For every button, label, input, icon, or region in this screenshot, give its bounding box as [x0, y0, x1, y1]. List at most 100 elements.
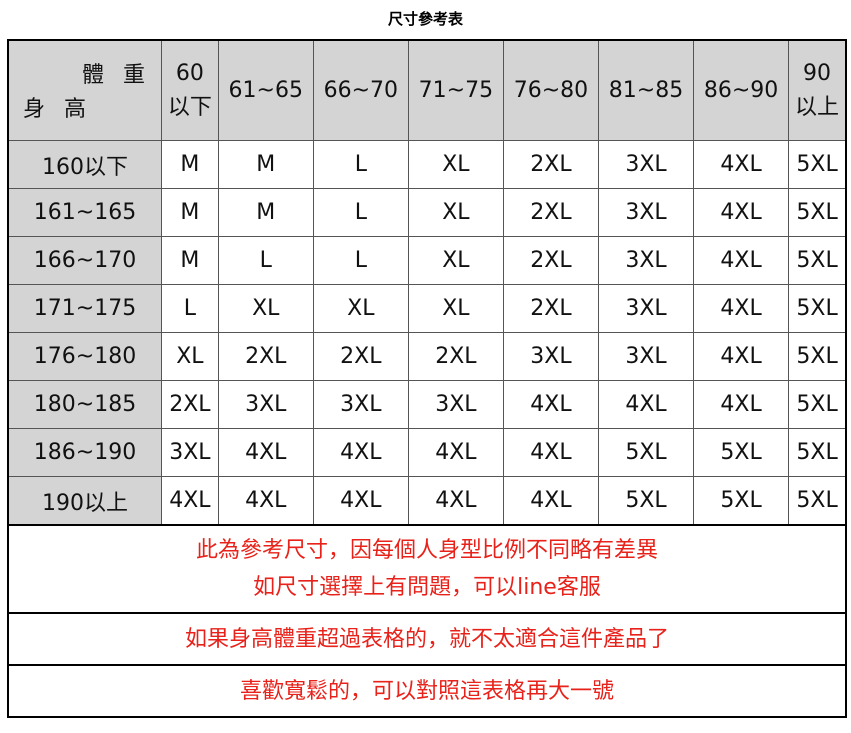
- height-row-header: 190以上: [7, 476, 162, 526]
- size-cell: 4XL: [693, 236, 790, 285]
- size-cell: 4XL: [693, 284, 790, 333]
- size-cell: XL: [217, 284, 314, 333]
- size-cell: XL: [407, 236, 504, 285]
- size-cell: 2XL: [312, 332, 409, 381]
- size-cell: 2XL: [502, 188, 599, 237]
- weight-column-label: 86~90: [703, 77, 779, 103]
- note-row: 此為參考尺寸，因每個人身型比例不同略有差異 如尺寸選擇上有問題，可以line客服: [7, 524, 847, 614]
- size-chart-table: 體 重身 高 60 以下 61~65 66~70 71~75 76~80 81~85 86~90…: [7, 39, 847, 718]
- page-title: 尺寸參考表: [387, 10, 463, 28]
- size-cell: L: [161, 284, 219, 333]
- size-cell: 4XL: [502, 428, 599, 477]
- size-cell: 3XL: [597, 236, 695, 285]
- size-cell: 5XL: [693, 428, 790, 477]
- header-row: 體 重身 高 60 以下 61~65 66~70 71~75 76~80 81~85 86~90…: [7, 39, 847, 141]
- height-row-header: 186~190: [7, 428, 162, 477]
- size-cell: 4XL: [502, 476, 599, 526]
- size-cell: 3XL: [597, 188, 695, 237]
- weight-column-label: 81~85: [608, 77, 684, 103]
- size-cell: 2XL: [407, 332, 504, 381]
- size-cell: L: [312, 236, 409, 285]
- size-cell: 4XL: [597, 380, 695, 429]
- weight-column-header: 81~85: [597, 39, 695, 141]
- weight-column-header: 76~80: [502, 39, 599, 141]
- size-cell: 2XL: [217, 332, 314, 381]
- size-cell: 5XL: [597, 476, 695, 526]
- size-cell: 4XL: [502, 380, 599, 429]
- size-cell: 3XL: [597, 140, 695, 189]
- size-cell: 3XL: [217, 380, 314, 429]
- size-cell: M: [161, 188, 219, 237]
- size-cell: L: [312, 188, 409, 237]
- size-cell: XL: [407, 284, 504, 333]
- table-row: 190以上 4XL 4XL 4XL 4XL 4XL 5XL 5XL 5XL: [7, 476, 847, 526]
- height-row-header: 161~165: [7, 188, 162, 237]
- size-cell: M: [161, 236, 219, 285]
- weight-label: 體 重: [82, 63, 151, 88]
- note-text: 如尺寸選擇上有問題，可以line客服: [253, 575, 601, 600]
- size-cell: 4XL: [693, 140, 790, 189]
- size-cell: 2XL: [161, 380, 219, 429]
- height-row-header: 160以下: [7, 140, 162, 189]
- weight-column-label: 71~75: [418, 77, 494, 103]
- height-label: 身 高: [23, 97, 92, 122]
- table-row: 180~185 2XL 3XL 3XL 3XL 4XL 4XL 4XL 5XL: [7, 380, 847, 429]
- size-cell: 2XL: [502, 236, 599, 285]
- weight-column-label: 66~70: [323, 77, 399, 103]
- note-cell: 如果身高體重超過表格的，就不太適合這件產品了: [7, 612, 847, 666]
- size-cell: 4XL: [312, 428, 409, 477]
- size-cell: 3XL: [161, 428, 219, 477]
- size-cell: 2XL: [502, 140, 599, 189]
- size-cell: 5XL: [788, 476, 847, 526]
- weight-column-label: 61~65: [228, 77, 303, 103]
- size-cell: L: [312, 140, 409, 189]
- size-cell: 3XL: [597, 284, 695, 333]
- note-row: 如果身高體重超過表格的，就不太適合這件產品了: [7, 612, 847, 666]
- table-row: 166~170 M L L XL 2XL 3XL 4XL 5XL: [7, 236, 847, 285]
- size-cell: 5XL: [597, 428, 695, 477]
- note-cell: 此為參考尺寸，因每個人身型比例不同略有差異 如尺寸選擇上有問題，可以line客服: [7, 524, 847, 614]
- height-row-header: 176~180: [7, 332, 162, 381]
- note-cell: 喜歡寬鬆的，可以對照這表格再大一號: [7, 664, 847, 718]
- size-cell: XL: [312, 284, 409, 333]
- size-cell: 5XL: [788, 236, 847, 285]
- size-cell: 5XL: [788, 332, 847, 381]
- corner-header-cell: 體 重身 高: [7, 39, 162, 141]
- size-cell: 4XL: [217, 476, 314, 526]
- size-cell: 3XL: [407, 380, 504, 429]
- table-row: 176~180 XL 2XL 2XL 2XL 3XL 3XL 4XL 5XL: [7, 332, 847, 381]
- height-row-header: 180~185: [7, 380, 162, 429]
- size-cell: 3XL: [312, 380, 409, 429]
- size-cell: 5XL: [788, 284, 847, 333]
- weight-column-header: 60 以下: [161, 39, 219, 141]
- note-text: 喜歡寬鬆的，可以對照這表格再大一號: [239, 678, 614, 704]
- weight-column-header: 66~70: [312, 39, 409, 141]
- weight-column-header: 71~75: [407, 39, 504, 141]
- size-cell: 4XL: [312, 476, 409, 526]
- table-row: 171~175 L XL XL XL 2XL 3XL 4XL 5XL: [7, 284, 847, 333]
- size-cell: 5XL: [693, 476, 790, 526]
- size-cell: 5XL: [788, 140, 847, 189]
- table-row: 160以下 M M L XL 2XL 3XL 4XL 5XL: [7, 140, 847, 189]
- height-row-header: 171~175: [7, 284, 162, 333]
- note-text: 此為參考尺寸，因每個人身型比例不同略有差異: [195, 538, 658, 563]
- weight-column-label: 90: [803, 60, 832, 86]
- size-cell: 4XL: [217, 428, 314, 477]
- weight-column-label: 以下: [167, 94, 212, 120]
- size-cell: 3XL: [597, 332, 695, 381]
- weight-column-label: 76~80: [513, 77, 589, 103]
- note-row: 喜歡寬鬆的，可以對照這表格再大一號: [7, 664, 847, 718]
- weight-column-header: 86~90: [693, 39, 790, 141]
- table-row: 186~190 3XL 4XL 4XL 4XL 4XL 5XL 5XL 5XL: [7, 428, 847, 477]
- weight-column-header: 90 以上: [788, 39, 847, 141]
- size-cell: L: [217, 236, 314, 285]
- size-cell: M: [217, 188, 314, 237]
- size-cell: 5XL: [788, 188, 847, 237]
- size-cell: 4XL: [407, 428, 504, 477]
- size-cell: 5XL: [788, 380, 847, 429]
- size-cell: 5XL: [788, 428, 847, 477]
- height-row-header: 166~170: [7, 236, 162, 285]
- weight-column-label: 以上: [795, 94, 840, 120]
- size-cell: M: [217, 140, 314, 189]
- table-row: 161~165 M M L XL 2XL 3XL 4XL 5XL: [7, 188, 847, 237]
